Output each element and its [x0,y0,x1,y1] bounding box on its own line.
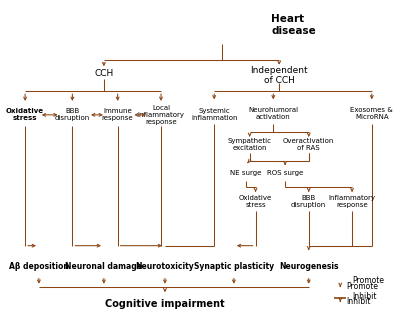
Text: Neurotoxicity: Neurotoxicity [136,262,194,271]
Text: Local
inflammatory
response: Local inflammatory response [138,105,184,125]
Text: Overactivation
of RAS: Overactivation of RAS [283,138,334,151]
Text: BBB
disruption: BBB disruption [291,195,326,208]
Text: Sympathetic
excitation: Sympathetic excitation [228,138,272,151]
Text: Inhibit: Inhibit [346,297,371,306]
Text: NE surge: NE surge [230,170,261,176]
Text: Independent
of CCH: Independent of CCH [250,66,308,85]
Text: Neurohumoral
activation: Neurohumoral activation [248,107,298,120]
Text: Cognitive impairment: Cognitive impairment [105,299,225,309]
Text: Systemic
inflammation: Systemic inflammation [191,108,238,121]
Text: Inhibit: Inhibit [352,292,376,301]
Text: Aβ deposition: Aβ deposition [9,262,69,271]
Text: Synaptic plasticity: Synaptic plasticity [194,262,274,271]
Text: Immune
response: Immune response [102,108,134,121]
Text: Neuronal damage: Neuronal damage [65,262,142,271]
Text: Neurogenesis: Neurogenesis [279,262,338,271]
Text: Oxidative
stress: Oxidative stress [6,108,44,121]
Text: ROS surge: ROS surge [267,170,303,176]
Text: Inflammatory
response: Inflammatory response [328,195,376,208]
Text: Promote: Promote [352,276,384,285]
Text: Promote: Promote [346,282,378,291]
Text: Oxidative
stress: Oxidative stress [239,195,272,208]
Text: BBB
disruption: BBB disruption [55,108,90,121]
Text: Exosomes &
MicroRNA: Exosomes & MicroRNA [350,107,393,120]
Text: Heart
disease: Heart disease [271,14,316,36]
Text: CCH: CCH [94,69,114,79]
